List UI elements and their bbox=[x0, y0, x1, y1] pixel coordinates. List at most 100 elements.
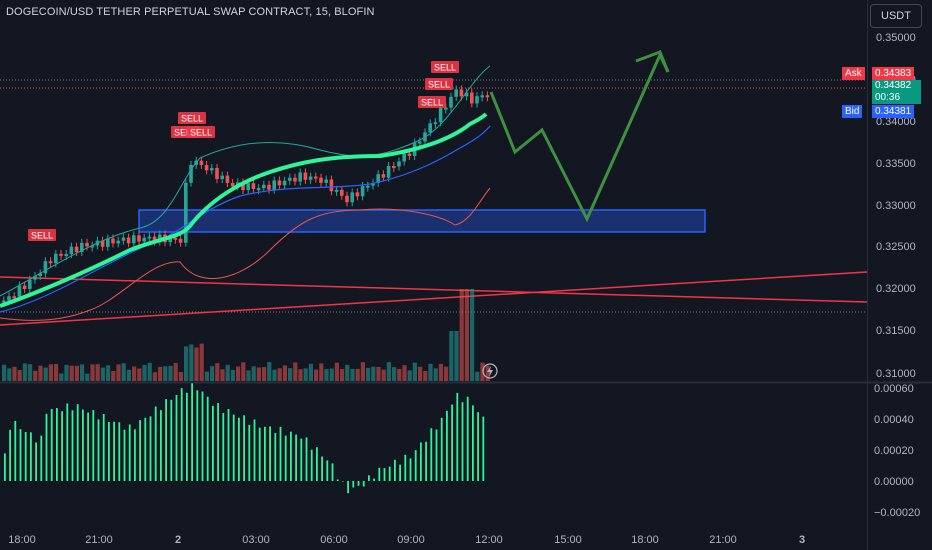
oscillator-bar bbox=[123, 429, 126, 481]
candle-body bbox=[121, 237, 126, 241]
volume-bar bbox=[314, 369, 319, 381]
volume-bar bbox=[475, 371, 480, 381]
lightning-icon[interactable] bbox=[482, 363, 498, 379]
candle-body bbox=[204, 164, 209, 171]
candle-body bbox=[366, 185, 370, 188]
candle-body bbox=[28, 279, 32, 290]
candle-body bbox=[433, 122, 438, 125]
volume-bar bbox=[433, 368, 438, 381]
time-tick: 18:00 bbox=[8, 534, 36, 546]
oscillator-bar bbox=[186, 392, 188, 481]
volume-bar bbox=[371, 366, 376, 381]
volume-bar bbox=[277, 368, 282, 381]
volume-bar bbox=[215, 363, 220, 381]
oscillator-bar bbox=[128, 424, 131, 481]
trendline-up[interactable] bbox=[0, 271, 868, 326]
sell-signal-label: SELL bbox=[181, 114, 203, 124]
candle-body bbox=[43, 261, 48, 274]
volume-bar bbox=[33, 370, 38, 381]
candle-body bbox=[475, 96, 479, 104]
candle-body bbox=[184, 182, 188, 243]
volume-bar bbox=[17, 369, 22, 381]
oscillator-bar bbox=[222, 413, 225, 481]
candle-body bbox=[329, 179, 334, 192]
price-tick: 0.33500 bbox=[876, 158, 916, 170]
volume-bar bbox=[251, 366, 256, 381]
oscillator-bar bbox=[378, 467, 381, 481]
candle-body bbox=[314, 176, 318, 179]
volume-bar bbox=[319, 363, 324, 381]
candle-body bbox=[137, 235, 141, 242]
volume-bar bbox=[392, 367, 397, 381]
price-axis[interactable]: 0.350000.345000.340000.335000.330000.325… bbox=[876, 32, 916, 380]
oscillator-bar bbox=[134, 429, 136, 481]
time-tick: 06:00 bbox=[320, 534, 348, 546]
candle-body bbox=[485, 95, 490, 98]
currency-button[interactable]: USDT bbox=[870, 4, 922, 28]
volume-bar bbox=[74, 365, 79, 381]
oscillator-bar bbox=[482, 416, 485, 481]
sell-signal-label: SELL bbox=[428, 80, 450, 90]
oscillator-bar bbox=[362, 481, 365, 487]
bid-value: 0.34381 bbox=[872, 105, 915, 118]
bid-label: Bid bbox=[842, 105, 863, 118]
candle-body bbox=[168, 237, 172, 243]
candle-body bbox=[308, 176, 313, 180]
candle-body bbox=[288, 177, 292, 181]
support-zone[interactable] bbox=[138, 209, 706, 233]
oscillator-bar bbox=[264, 426, 266, 481]
volume-bar bbox=[241, 362, 246, 381]
volume-bar bbox=[2, 364, 7, 381]
candle-body bbox=[246, 183, 250, 191]
volume-bar bbox=[204, 371, 209, 381]
candles bbox=[2, 85, 490, 307]
candle-body bbox=[189, 164, 193, 183]
volume-bar bbox=[199, 343, 204, 381]
sell-signal-box bbox=[187, 126, 215, 138]
volume-bar bbox=[256, 367, 261, 381]
oscillator-axis[interactable]: 0.00060 0.00040 0.00020 0.00000 −0.00020 bbox=[874, 383, 920, 519]
oscillator-bar bbox=[61, 411, 63, 481]
candle-body bbox=[12, 296, 16, 299]
oscillator-bar bbox=[295, 434, 297, 481]
candle-body bbox=[80, 242, 84, 253]
volume-bar bbox=[111, 371, 116, 381]
time-axis[interactable]: 18:00 21:00 2 03:00 06:00 09:00 12:00 15:00 18:0… bbox=[8, 534, 805, 546]
oscillator-bar bbox=[201, 391, 204, 481]
trendline-down[interactable] bbox=[0, 276, 868, 303]
price-tick: 0.31500 bbox=[876, 325, 916, 337]
candle-body bbox=[272, 180, 276, 190]
oscillator-bar bbox=[456, 392, 459, 481]
candle-body bbox=[178, 238, 183, 243]
volume-bar bbox=[236, 366, 241, 381]
sell-signal-label: SELL bbox=[421, 98, 443, 108]
last-price-box: 0.34382 00:36 bbox=[872, 80, 921, 104]
oscillator-bar bbox=[425, 441, 427, 481]
volume-bar bbox=[90, 364, 95, 381]
volume-bar bbox=[282, 365, 287, 381]
oscillator-bar bbox=[388, 466, 391, 481]
volume-bar bbox=[324, 368, 329, 381]
candle-body bbox=[298, 172, 302, 182]
volume-bar bbox=[85, 373, 90, 381]
oscillator-bar bbox=[300, 438, 303, 481]
candle-body bbox=[64, 254, 68, 257]
oscillator-bar bbox=[373, 478, 375, 481]
oscillator-bar bbox=[191, 383, 193, 481]
oscillator-bar bbox=[212, 405, 214, 481]
oscillator-bar bbox=[175, 394, 178, 481]
time-tick: 21:00 bbox=[709, 534, 737, 546]
oscillator-bar bbox=[316, 447, 318, 481]
volume-bar bbox=[126, 369, 131, 381]
oscillator-bar bbox=[102, 414, 105, 481]
candle-body bbox=[152, 236, 157, 242]
oscillator-bar bbox=[248, 424, 251, 481]
volume-bar bbox=[59, 373, 64, 381]
fast-ma-line bbox=[0, 112, 488, 308]
volume-bar bbox=[48, 364, 53, 381]
volume-bar bbox=[262, 367, 267, 381]
oscillator-bar bbox=[170, 399, 173, 481]
oscillator-bar bbox=[139, 420, 141, 481]
volume-bar bbox=[412, 362, 417, 381]
